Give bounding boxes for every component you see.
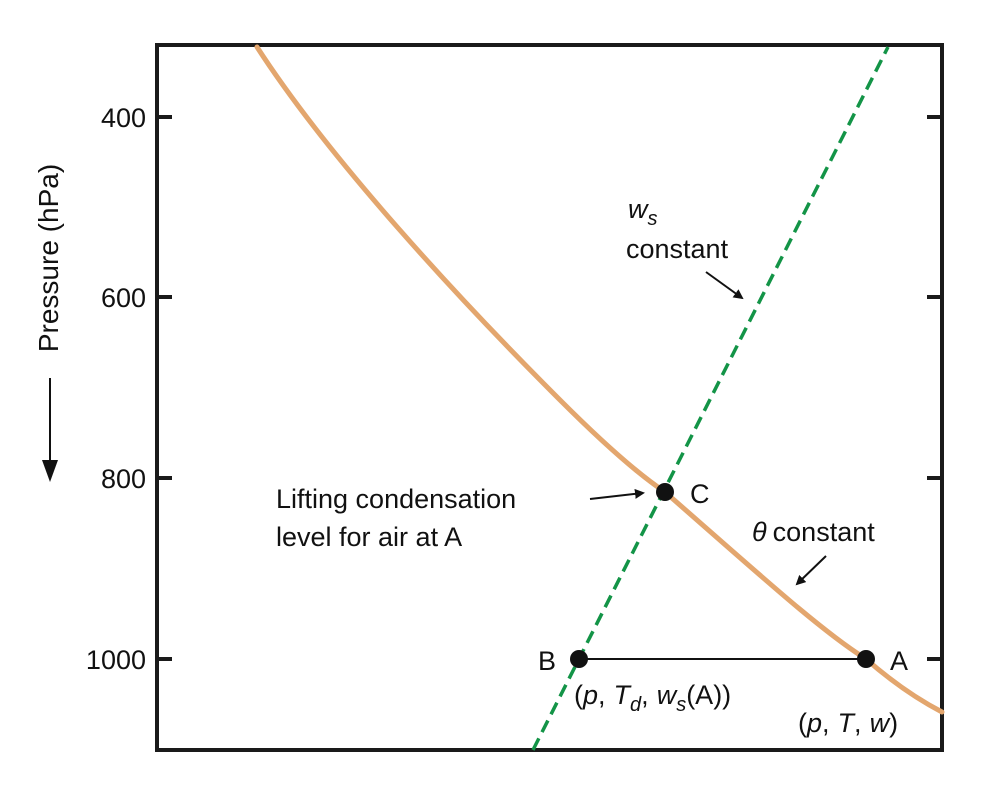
point-c-label: C [690, 479, 710, 509]
y-ticks [157, 115, 942, 661]
theta-constant-label: θ constant [752, 517, 875, 547]
point-a-coords: (p, T, w) [798, 708, 898, 738]
lcl-pointer-line [589, 488, 645, 500]
lcl-label-line2: level for air at A [276, 522, 462, 552]
y-axis-label: Pressure (hPa) [33, 164, 64, 352]
ws-symbol-label: ws [628, 194, 658, 230]
theta-pointer-line [795, 555, 827, 586]
ws-constant-label: constant [626, 234, 729, 264]
plot-frame [155, 43, 944, 752]
pressure-direction-arrow-icon [42, 460, 58, 482]
ytick-label-600: 600 [101, 283, 146, 313]
point-c-marker [656, 483, 674, 501]
ws-constant-line [531, 46, 890, 751]
ws-pointer-line [705, 271, 744, 300]
theta-constant-curve [254, 44, 945, 715]
ytick-label-800: 800 [101, 464, 146, 494]
lcl-label-line1: Lifting condensation [276, 484, 516, 514]
ytick-label-1000: 1000 [86, 645, 146, 675]
point-a-marker [857, 650, 875, 668]
point-b-marker [570, 650, 588, 668]
point-b-label: B [538, 646, 556, 676]
point-b-coords: (p, Td, ws(A)) [574, 680, 731, 716]
point-a-label: A [890, 646, 908, 676]
ytick-label-400: 400 [101, 103, 146, 133]
